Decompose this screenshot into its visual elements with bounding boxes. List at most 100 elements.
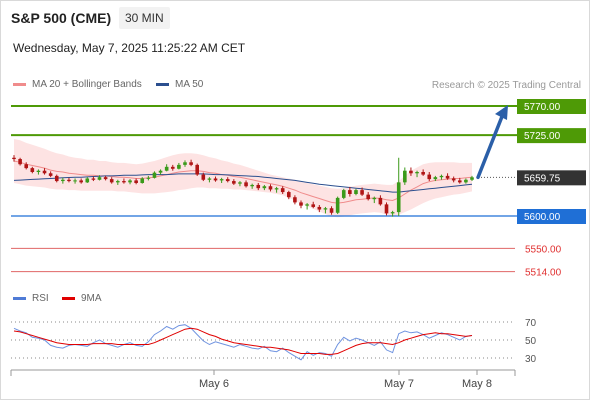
candle xyxy=(403,167,407,185)
candle-body xyxy=(360,190,364,195)
timeframe-selector[interactable]: 30 MIN xyxy=(119,7,170,29)
rsi-ma-swatch xyxy=(62,297,75,300)
legend-rsi-label: RSI xyxy=(32,293,49,304)
target-tag-1: 5725.00 xyxy=(517,128,586,144)
candle xyxy=(360,187,364,196)
candle xyxy=(299,200,303,209)
candle xyxy=(36,169,41,175)
x-tick-label-2: May 8 xyxy=(462,378,492,390)
candle-body xyxy=(183,162,187,165)
candle xyxy=(232,179,236,185)
candle-body xyxy=(256,184,261,189)
candle-body xyxy=(311,204,316,207)
candle xyxy=(48,171,53,178)
rsi-tick-0: 70 xyxy=(525,318,537,329)
candle xyxy=(256,183,261,191)
candle-body xyxy=(158,170,163,173)
target-tag-0: 5770.00 xyxy=(517,99,586,114)
candle xyxy=(116,179,120,185)
candle xyxy=(18,157,22,166)
candle-body xyxy=(73,180,77,182)
candle xyxy=(146,175,151,181)
candle xyxy=(372,196,377,204)
rsi-line xyxy=(13,324,473,361)
candle xyxy=(280,186,285,194)
candle xyxy=(30,166,35,174)
candle xyxy=(73,178,77,184)
last-price-tag: 5659.75 xyxy=(517,170,586,186)
candle-body xyxy=(97,177,102,180)
candles xyxy=(12,155,474,217)
rsi-ma-line xyxy=(13,327,473,355)
candle-body xyxy=(30,168,35,172)
candle xyxy=(24,162,29,170)
candle-body xyxy=(451,178,456,181)
candle-body xyxy=(445,175,450,179)
candle-body xyxy=(12,157,16,160)
candle xyxy=(12,155,16,162)
candle-body xyxy=(116,181,120,183)
support-label-5: 5514.00 xyxy=(525,268,562,279)
candle-body xyxy=(54,175,59,182)
candle-body xyxy=(177,164,181,169)
pivot-label-3: 5600.00 xyxy=(524,212,561,223)
candle-body xyxy=(134,180,138,183)
candle-body xyxy=(42,170,47,174)
candle xyxy=(311,201,316,209)
candle xyxy=(421,169,425,176)
legend-ma50: MA 50 xyxy=(156,79,203,90)
candle-body xyxy=(427,174,432,180)
candle-body xyxy=(109,179,114,183)
candle xyxy=(67,177,71,183)
target-tag-bg-1 xyxy=(517,128,586,144)
candle xyxy=(219,177,224,183)
candle-body xyxy=(213,178,218,181)
ma20-line xyxy=(13,160,473,204)
candle-body xyxy=(409,170,413,174)
candle-body xyxy=(91,178,96,180)
candle-body xyxy=(348,190,352,194)
candle xyxy=(262,184,267,191)
ma50-line xyxy=(13,173,473,193)
candle xyxy=(122,178,126,184)
candle xyxy=(274,186,279,193)
legend-ma50-label: MA 50 xyxy=(175,79,204,90)
candle xyxy=(268,184,273,192)
candle xyxy=(348,186,352,197)
candle xyxy=(201,172,206,182)
candle-body xyxy=(262,186,267,189)
rsi-tick-1: 50 xyxy=(525,336,537,347)
candle xyxy=(341,188,346,200)
candle-body xyxy=(146,177,151,179)
x-tick-label-1: May 7 xyxy=(384,378,414,390)
pivot-tag-3: 5600.00 xyxy=(517,209,586,224)
candle xyxy=(354,188,358,196)
candle-body xyxy=(24,164,29,169)
candle-body xyxy=(384,204,389,214)
candle xyxy=(433,175,438,182)
candle-body xyxy=(366,194,370,200)
legend-rsi: RSI xyxy=(13,293,49,304)
candle xyxy=(451,176,456,183)
candle xyxy=(213,176,218,182)
candle-body xyxy=(464,179,468,183)
legend-ma20: MA 20 + Bollinger Bands xyxy=(13,79,142,90)
candle-body xyxy=(274,188,279,190)
forecast-arrow xyxy=(476,105,508,180)
candle-body xyxy=(287,192,291,198)
candle-body xyxy=(421,172,425,175)
support-label-4: 5550.00 xyxy=(525,244,562,255)
candle-body xyxy=(189,162,193,165)
candle-body xyxy=(122,181,126,183)
candle xyxy=(91,176,96,182)
candle-body xyxy=(268,186,273,190)
candle-body xyxy=(36,170,41,172)
candle-body xyxy=(250,184,254,187)
candle-body xyxy=(335,197,340,213)
candle-body xyxy=(61,179,65,182)
ma50-swatch xyxy=(156,83,169,86)
candle xyxy=(170,164,175,171)
candle xyxy=(464,178,468,184)
candle xyxy=(287,190,291,200)
